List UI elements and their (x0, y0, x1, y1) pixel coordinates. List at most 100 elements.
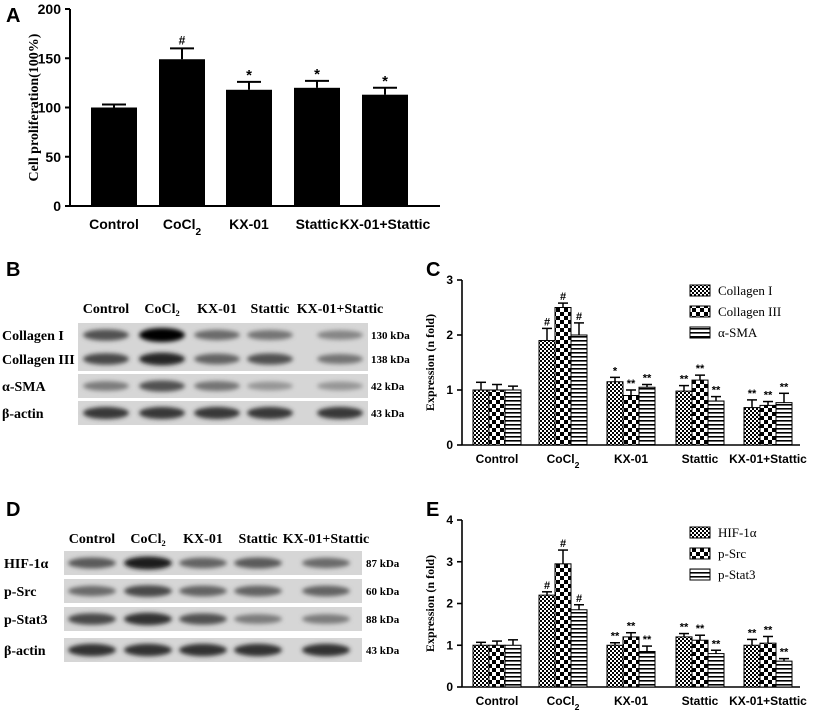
significance-mark: # (544, 580, 550, 592)
x-tick-label: KX-01 (614, 694, 648, 708)
protein-band (317, 381, 363, 391)
y-tick-label: 1 (446, 638, 453, 652)
y-tick-label: 0 (446, 438, 453, 452)
protein-band (234, 585, 282, 597)
bar (488, 644, 506, 688)
bar (504, 644, 522, 688)
y-tick-label: 0 (446, 680, 453, 694)
bar (554, 563, 572, 688)
significance-mark: ** (696, 363, 705, 375)
western-blot-b: Control CoCl₂ KX-01 Stattic KX-01+Stattic Col… (2, 302, 410, 425)
significance-mark: ** (748, 627, 757, 639)
bar (638, 651, 656, 688)
panel-label-D: D (6, 499, 20, 521)
protein-band (139, 328, 185, 342)
significance-mark: ** (627, 621, 636, 633)
protein-band (247, 353, 293, 365)
protein-band (83, 406, 129, 420)
x-tick-label: Control (476, 452, 519, 466)
significance-mark: ** (643, 373, 652, 385)
x-tick-label: Control (476, 694, 519, 708)
protein-label: Collagen I (2, 329, 64, 344)
bar (504, 389, 522, 446)
x-tick-label: Stattic (682, 694, 719, 708)
significance-mark: * (613, 365, 618, 377)
panel-label-E: E (426, 499, 439, 521)
protein-band (247, 329, 293, 341)
protein-band (179, 557, 227, 569)
protein-label: β-actin (2, 407, 44, 422)
significance-mark: ** (780, 381, 789, 393)
bar (743, 644, 761, 688)
protein-band (247, 406, 293, 420)
chart-a-cell-proliferation: 0 50 100 150 200 Cell proliferation(100%) Cont… (27, 1, 440, 238)
y-tick-label: 3 (446, 555, 453, 569)
y-tick-label: 100 (38, 100, 62, 116)
molecular-weight: 43 kDa (366, 645, 400, 657)
bar (775, 660, 793, 688)
lane-label: Control (69, 532, 116, 547)
legend-swatch (689, 568, 711, 581)
significance-mark: ** (696, 623, 705, 635)
protein-band (68, 557, 116, 569)
protein-band (317, 330, 363, 340)
protein-band (179, 643, 227, 657)
lane-label: Control (83, 302, 130, 317)
protein-band (194, 329, 240, 341)
protein-band (179, 585, 227, 597)
significance-mark: # (179, 33, 186, 47)
protein-band (68, 643, 116, 657)
bar (638, 386, 656, 446)
protein-label: α-SMA (2, 380, 46, 395)
bar (675, 636, 693, 688)
protein-band (302, 643, 350, 657)
significance-mark: ** (643, 634, 652, 646)
protein-band (68, 613, 116, 625)
x-tick-label: KX-01 (229, 216, 269, 232)
protein-band (139, 380, 185, 392)
bar (622, 636, 640, 688)
western-blot-d: Control CoCl₂ KX-01 Stattic KX-01+Stattic HIF… (4, 532, 400, 662)
bar (759, 404, 777, 446)
protein-band (139, 406, 185, 420)
protein-band (302, 557, 350, 569)
legend-swatch (689, 326, 711, 339)
protein-band (68, 585, 116, 597)
y-axis-label: Expression (n fold) (423, 555, 437, 652)
lane-label: CoCl₂ (130, 532, 165, 547)
significance-mark: ** (712, 385, 721, 397)
x-tick-label: Stattic (682, 452, 719, 466)
significance-mark: ** (780, 647, 789, 659)
legend-label: p-Stat3 (718, 567, 756, 582)
significance-mark: # (560, 538, 566, 550)
protein-band (124, 585, 172, 597)
bar (91, 107, 137, 206)
lane-label: KX-01+Stattic (283, 532, 370, 547)
bar (538, 340, 556, 446)
x-tick-label: KX-01+Stattic (340, 216, 431, 232)
bar (707, 653, 725, 688)
x-tick-label: KX-01+Stattic (729, 694, 807, 708)
legend-label: p-Src (718, 546, 746, 561)
protein-band (83, 381, 129, 391)
bar (707, 400, 725, 446)
bar (472, 644, 490, 688)
y-tick-label: 3 (446, 273, 453, 287)
bar (488, 389, 506, 446)
legend-swatch (689, 547, 711, 560)
molecular-weight: 42 kDa (371, 381, 405, 393)
y-tick-label: 50 (45, 149, 61, 165)
significance-mark: * (382, 73, 388, 90)
bar (675, 390, 693, 446)
lane-label: KX-01 (183, 532, 223, 547)
bar (570, 334, 588, 446)
bar (622, 395, 640, 446)
lane-label: Stattic (251, 302, 290, 317)
legend-label: Collagen III (718, 304, 781, 319)
y-axis-label: Expression (n fold) (423, 314, 437, 411)
protein-band (234, 557, 282, 569)
molecular-weight: 130 kDa (371, 330, 410, 342)
lane-label: Stattic (239, 532, 278, 547)
y-tick-label: 2 (446, 328, 453, 342)
